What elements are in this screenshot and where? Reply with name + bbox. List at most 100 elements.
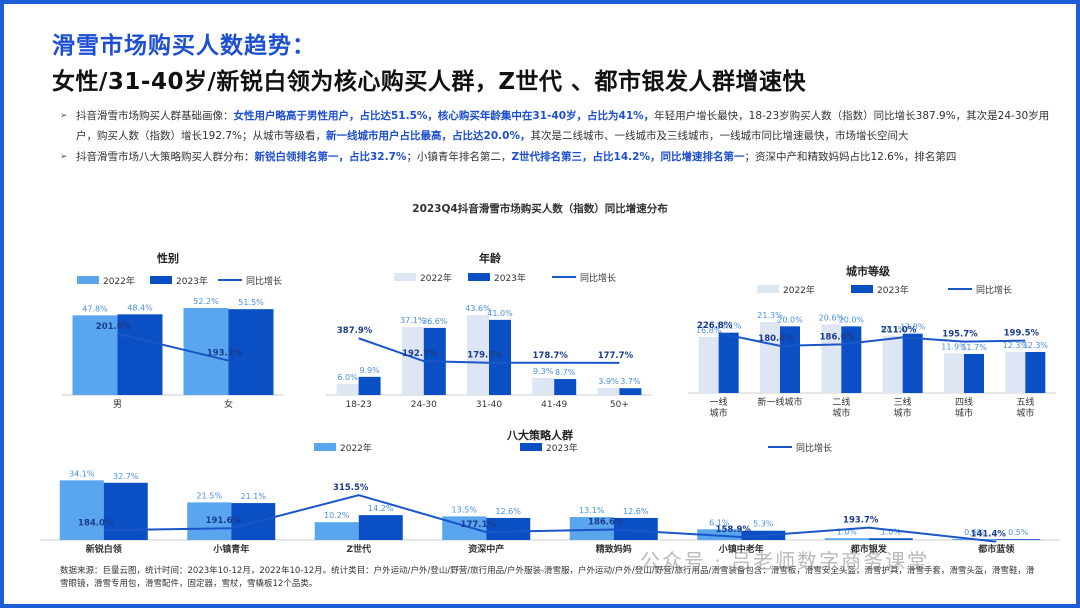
bar-2022-value-label: 34.1%: [69, 469, 95, 478]
bar-2023: [117, 314, 163, 395]
category-label: 一线: [710, 396, 728, 408]
growth-value-label: 211.0%: [881, 325, 917, 335]
chart-title: 年龄: [479, 251, 502, 265]
bar-2023: [358, 376, 381, 395]
bar-2022: [467, 315, 489, 395]
growth-line: [117, 332, 229, 362]
bar-2022: [821, 324, 842, 393]
bar-2023-value-label: 9.9%: [359, 366, 380, 375]
category-label: 四线: [955, 396, 973, 408]
bar-2023: [619, 388, 642, 395]
bar-2022-value-label: 21.5%: [197, 491, 223, 500]
bar-2023: [902, 333, 923, 393]
bar-2023: [718, 332, 739, 393]
category-label: 五线: [1016, 396, 1034, 408]
page-subtitle: 女性/31-40岁/新锐白领为核心购买人群，Z世代 、都市银发人群增速快: [52, 69, 807, 95]
growth-line: [718, 332, 1026, 347]
bar-2022: [314, 522, 359, 540]
growth-value-label: 226.8%: [697, 321, 733, 331]
bar-2022: [532, 377, 555, 395]
bullet-2-highlight: Z世代排名第三，占比14.2%，同比增速排名第一: [511, 151, 745, 163]
bullet-2: ➢ 抖音滑雪市场八大策略购买人群分布：新锐白领排名第一，占比32.7%；小镇青年…: [60, 147, 1060, 167]
bar-2023-value-label: 48.4%: [127, 303, 153, 312]
growth-value-label: 195.7%: [942, 330, 978, 340]
bar-2023-value-label: 12.3%: [1023, 341, 1049, 350]
bar-2023: [964, 354, 984, 393]
bullet-2-text: ；资深中产和精致妈妈占比12.6%，排名第四: [744, 151, 957, 163]
bar-2022-value-label: 52.2%: [193, 297, 219, 306]
bar-2022: [697, 529, 742, 540]
bar-2023-value-label: 51.5%: [238, 298, 264, 307]
growth-line: [358, 337, 620, 364]
bar-2022-value-label: 16.8%: [696, 326, 722, 335]
bullet-1: ➢ 抖音滑雪市场购买人群基础画像：女性用户略高于男性用户，占比达51.5%，核心…: [60, 106, 1060, 146]
bar-2022: [882, 336, 903, 393]
bar-2023-value-label: 41.0%: [487, 309, 513, 318]
bar-2022-value-label: 9.3%: [533, 367, 554, 376]
bullet-1-text: 其次是二线城市、一线城市及三线城市，一线城市同比增速最快，市场增长空间大: [530, 130, 909, 142]
growth-value-label: 177.1%: [461, 520, 497, 530]
bar-2022-value-label: 6.1%: [709, 518, 730, 527]
legend-bar-swatch: [77, 276, 99, 284]
bar-2023-value-label: 17.8%: [900, 323, 926, 332]
bar-2023: [554, 379, 577, 395]
legend-bar-swatch: [520, 443, 542, 451]
bar-2022-value-label: 6.0%: [337, 373, 358, 382]
growth-value-label: 177.7%: [598, 351, 634, 361]
category-label: 50+: [610, 400, 629, 410]
bar-2023-value-label: 32.7%: [113, 472, 139, 481]
page-title: 滑雪市场购买人数趋势：: [52, 33, 316, 59]
bar-2022-value-label: 13.1%: [579, 506, 605, 515]
bar-2022: [569, 517, 614, 540]
bullet-2-highlight: 新锐白领排名第一，占比32.7%: [254, 151, 407, 163]
category-label: 三线: [894, 396, 912, 408]
growth-value-label: 178.7%: [532, 351, 568, 361]
growth-value-label: 186.0%: [820, 332, 856, 342]
legend-label: 同比增长: [580, 272, 616, 284]
left-border: [0, 0, 4, 608]
category-label: 24-30: [411, 400, 437, 410]
growth-value-label: 201.0%: [96, 322, 132, 332]
bar-2023: [868, 538, 913, 540]
growth-value-label: 192.7%: [402, 349, 438, 359]
bar-2022: [59, 480, 104, 540]
legend-label: 同比增长: [796, 442, 832, 454]
legend-bar-swatch: [468, 273, 490, 281]
watermark: 公众号 · 吕老师数字商务课堂: [640, 549, 930, 573]
bar-2022-value-label: 43.6%: [465, 304, 491, 313]
bar-2023-value-label: 3.7%: [620, 377, 641, 386]
bar-2022-value-label: 47.8%: [82, 304, 108, 313]
category-label: 城市: [710, 407, 728, 419]
bar-2023-value-label: 5.3%: [753, 520, 774, 529]
bar-2022-value-label: 0.6%: [964, 528, 985, 537]
bottom-border: [0, 604, 1080, 608]
bar-2023-value-label: 12.6%: [496, 507, 522, 516]
growth-value-label: 141.4%: [971, 530, 1007, 540]
chart-title: 性别: [157, 251, 179, 265]
bullet-1-highlight: 新一线城市用户占比最高，占比达20.0%，: [326, 130, 531, 142]
category-label: 男: [113, 399, 122, 410]
bar-2022: [597, 387, 620, 395]
legend-bar-swatch: [314, 443, 336, 451]
bar-2022-value-label: 21.3%: [757, 311, 783, 320]
growth-value-label: 193.3%: [207, 349, 243, 359]
growth-value-label: 158.9%: [716, 525, 752, 535]
bar-2023: [996, 539, 1041, 540]
bar-2023-value-label: 20.0%: [839, 315, 865, 324]
category-label: 城市: [894, 407, 912, 419]
growth-value-label: 184.0%: [78, 518, 114, 528]
bar-2023: [358, 515, 403, 540]
bullet-2-text: 抖音滑雪市场八大策略购买人群分布：: [76, 151, 255, 163]
data-source-note: 数据来源：巨量云图，统计时间：2023年10-12月，2022年10-12月。统…: [60, 566, 1035, 589]
category-label: 新锐白领: [86, 543, 122, 555]
bar-2023: [780, 326, 800, 393]
top-border: [0, 0, 1080, 4]
bullet-marker-icon: ➢: [60, 152, 68, 162]
bar-2023-value-label: 20.0%: [777, 315, 803, 324]
bar-2022: [72, 315, 118, 395]
bar-2022-value-label: 37.1%: [400, 316, 426, 325]
legend-label: 2022年: [783, 284, 815, 296]
category-label: 资深中产: [468, 543, 504, 555]
